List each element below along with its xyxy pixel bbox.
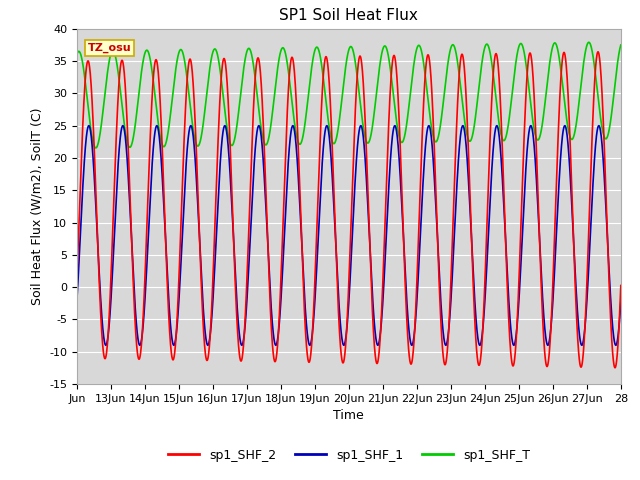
sp1_SHF_2 <box>332 228 339 234</box>
sp1_SHF_T <box>332 139 339 144</box>
sp1_SHF_T <box>92 145 100 151</box>
sp1_SHF_1 <box>573 306 581 312</box>
Legend: sp1_SHF_2, sp1_SHF_1, sp1_SHF_T: sp1_SHF_2, sp1_SHF_1, sp1_SHF_T <box>163 444 535 467</box>
sp1_SHF_T <box>573 115 581 120</box>
sp1_SHF_T <box>73 52 81 58</box>
Line: sp1_SHF_T: sp1_SHF_T <box>77 42 621 148</box>
sp1_SHF_1 <box>306 342 314 348</box>
sp1_SHF_T <box>468 134 476 140</box>
Line: sp1_SHF_2: sp1_SHF_2 <box>77 52 621 368</box>
sp1_SHF_2 <box>617 283 625 288</box>
sp1_SHF_1 <box>255 123 262 129</box>
sp1_SHF_T <box>585 39 593 45</box>
Y-axis label: Soil Heat Flux (W/m2), SoilT (C): Soil Heat Flux (W/m2), SoilT (C) <box>31 108 44 305</box>
sp1_SHF_2 <box>306 358 314 364</box>
sp1_SHF_2 <box>611 365 619 371</box>
sp1_SHF_2 <box>73 278 81 284</box>
Text: TZ_osu: TZ_osu <box>88 43 131 53</box>
sp1_SHF_1 <box>617 299 625 305</box>
sp1_SHF_1 <box>302 311 310 317</box>
sp1_SHF_T <box>617 42 625 48</box>
sp1_SHF_T <box>301 117 309 123</box>
sp1_SHF_1 <box>468 252 476 257</box>
sp1_SHF_1 <box>332 237 339 243</box>
sp1_SHF_2 <box>573 323 581 329</box>
sp1_SHF_T <box>306 79 314 85</box>
X-axis label: Time: Time <box>333 409 364 422</box>
sp1_SHF_2 <box>594 49 602 55</box>
sp1_SHF_2 <box>600 142 608 147</box>
sp1_SHF_1 <box>272 342 280 348</box>
sp1_SHF_T <box>600 134 608 140</box>
Line: sp1_SHF_1: sp1_SHF_1 <box>77 126 621 345</box>
sp1_SHF_2 <box>468 249 476 254</box>
sp1_SHF_1 <box>600 175 608 181</box>
sp1_SHF_1 <box>73 299 81 305</box>
sp1_SHF_2 <box>301 325 309 331</box>
Title: SP1 Soil Heat Flux: SP1 Soil Heat Flux <box>280 9 418 24</box>
